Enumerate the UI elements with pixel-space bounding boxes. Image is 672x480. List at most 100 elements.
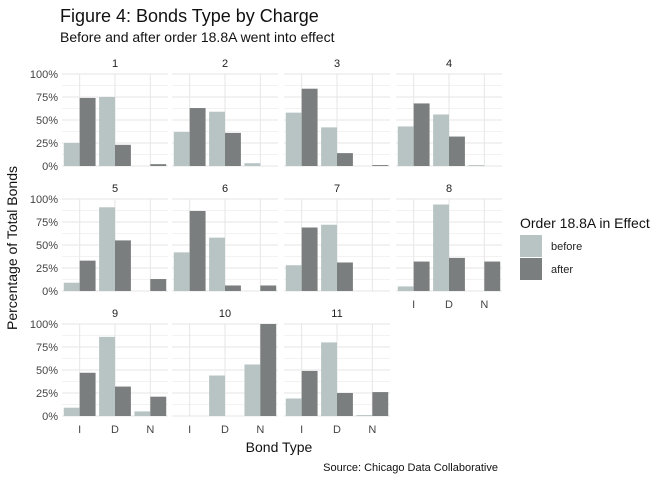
bar-before-N (134, 411, 151, 416)
legend-key-before (520, 235, 542, 257)
bar-after-N (260, 324, 277, 416)
y-tick-label: 25% (36, 138, 58, 150)
bar-after-N (150, 396, 167, 416)
bar-before-D (433, 114, 449, 166)
bar-after-D (337, 153, 353, 166)
y-tick-label: 0% (42, 286, 58, 298)
bar-before-D (321, 224, 337, 291)
bar-after-I (413, 261, 430, 291)
x-tick-label: N (368, 424, 376, 436)
bar-before-I (285, 265, 302, 291)
x-tick-label: D (221, 424, 229, 436)
bar-after-N (372, 392, 389, 416)
bar-before-I (63, 143, 80, 166)
facet-panel-9: 9 0% 25% 50% 75% 100% I D N (30, 308, 168, 436)
bar-after-I (413, 103, 430, 166)
bar-after-N (484, 261, 501, 291)
bar-after-D (337, 262, 353, 291)
facet-label: 7 (334, 183, 340, 195)
bar-after-D (449, 136, 465, 166)
y-tick-label: 75% (36, 217, 58, 229)
y-axis-label: Percentage of Total Bonds (4, 166, 20, 330)
chart-subtitle: Before and after order 18.8A went into e… (60, 29, 335, 45)
facet-panel-7: 7 (284, 183, 390, 292)
legend-label-after: after (551, 264, 573, 276)
x-tick-label: I (412, 299, 415, 311)
bar-before-D (209, 375, 225, 416)
bar-after-I (79, 97, 96, 166)
bar-before-N (244, 364, 261, 416)
bar-after-D (337, 393, 353, 416)
facet-label: 6 (222, 183, 228, 195)
facet-panel-4: 4 (396, 58, 502, 167)
y-tick-label: 25% (36, 388, 58, 400)
bar-before-D (209, 237, 225, 291)
facet-label: 1 (112, 58, 118, 70)
y-tick-label: 75% (36, 342, 58, 354)
bar-before-I (285, 398, 302, 416)
facet-panel-6: 6 (172, 183, 278, 292)
x-tick-label: D (333, 424, 341, 436)
facet-label: 11 (331, 308, 342, 320)
facet-label: 9 (112, 308, 118, 320)
chart-title: Figure 4: Bonds Type by Charge (60, 6, 319, 26)
y-tick-label: 0% (42, 161, 58, 173)
bar-before-I (173, 252, 190, 291)
facet-label: 4 (446, 58, 452, 70)
bar-after-N (150, 164, 167, 166)
x-tick-label: N (146, 424, 154, 436)
chart-caption: Source: Chicago Data Collaborative (323, 462, 498, 474)
facet-panel-10: 10 I D N (172, 308, 278, 436)
bar-before-N (244, 163, 261, 166)
x-tick-label: D (111, 424, 119, 436)
bar-after-I (189, 108, 206, 166)
bar-after-I (301, 227, 318, 291)
y-tick-label: 0% (42, 411, 58, 423)
y-tick-label: 50% (36, 240, 58, 252)
x-tick-label: D (445, 299, 453, 311)
facet-label: 10 (219, 308, 231, 320)
bar-before-D (433, 204, 449, 291)
facet-panel-5: 50%25%50%75%100% (30, 183, 168, 298)
bar-after-I (79, 260, 96, 291)
facet-panel-11: 11 I D N (284, 308, 390, 436)
legend-label-before: before (551, 241, 582, 253)
bar-before-I (397, 126, 414, 166)
bar-after-D (225, 285, 241, 291)
bar-after-I (79, 372, 96, 416)
x-tick-label: N (256, 424, 264, 436)
bar-before-D (99, 207, 115, 291)
bar-after-N (260, 285, 277, 291)
facet-label: 2 (222, 58, 228, 70)
x-tick-label: N (480, 299, 488, 311)
legend: Order 18.8A in Effect before after (520, 215, 650, 280)
y-tick-label: 50% (36, 115, 58, 127)
facet-panel-2: 2 (172, 58, 278, 167)
bar-before-D (209, 111, 225, 166)
x-tick-label: I (78, 424, 81, 436)
bar-before-I (63, 282, 80, 291)
bar-after-I (301, 370, 318, 416)
bar-after-N (150, 279, 167, 291)
bar-after-D (449, 257, 465, 291)
bar-after-D (115, 386, 131, 416)
y-tick-label: 50% (36, 365, 58, 377)
facet-label: 3 (334, 58, 340, 70)
facet-label: 5 (112, 183, 118, 195)
bar-before-D (321, 342, 337, 416)
bar-before-D (321, 127, 337, 166)
bar-before-D (99, 97, 115, 166)
legend-title: Order 18.8A in Effect (520, 215, 650, 231)
bar-before-I (285, 112, 302, 166)
x-axis-label: Bond Type (246, 439, 313, 455)
bar-before-N (356, 415, 373, 416)
bar-before-I (63, 407, 80, 416)
bar-after-I (189, 210, 206, 291)
bar-before-N (468, 165, 485, 166)
bar-after-D (115, 144, 131, 166)
y-tick-label: 100% (30, 319, 58, 331)
facet-panel-8: 8 I D N (396, 183, 502, 311)
bar-after-I (301, 88, 318, 166)
facet-panels: 10%25%50%75%100%2 3 450%25%50%75%100%6 7 8I D… (30, 58, 502, 436)
